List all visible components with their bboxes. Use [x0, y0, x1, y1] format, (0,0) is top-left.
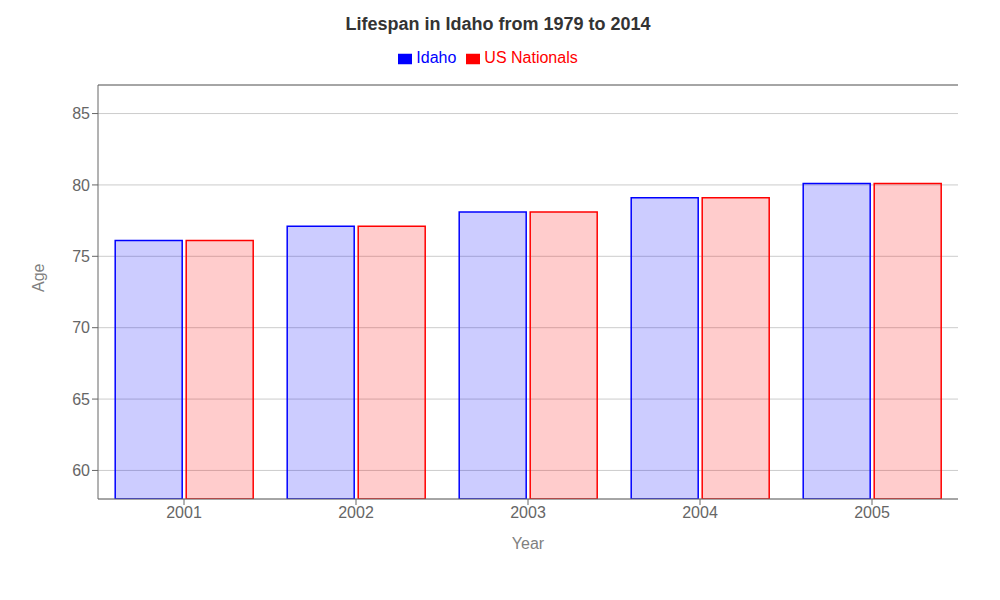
svg-text:2001: 2001	[166, 504, 202, 521]
svg-text:70: 70	[72, 319, 90, 336]
svg-text:Year: Year	[512, 535, 545, 552]
html-text:Idaho: Idaho	[416, 49, 457, 66]
svg-text:Age: Age	[30, 263, 47, 292]
html-text:Lifespan in Idaho from 1979 to: Lifespan in Idaho from 1979 to 2014	[345, 14, 651, 34]
svg-text:75: 75	[72, 248, 90, 265]
svg-text:60: 60	[72, 462, 90, 479]
svg-text:80: 80	[72, 177, 90, 194]
svg-text:2005: 2005	[854, 504, 890, 521]
svg-text:2004: 2004	[682, 504, 718, 521]
svg-text:2003: 2003	[510, 504, 546, 521]
svg-text:85: 85	[72, 105, 90, 122]
html-text:US Nationals: US Nationals	[484, 49, 578, 66]
svg-text:2002: 2002	[338, 504, 374, 521]
svg-text:65: 65	[72, 391, 90, 408]
